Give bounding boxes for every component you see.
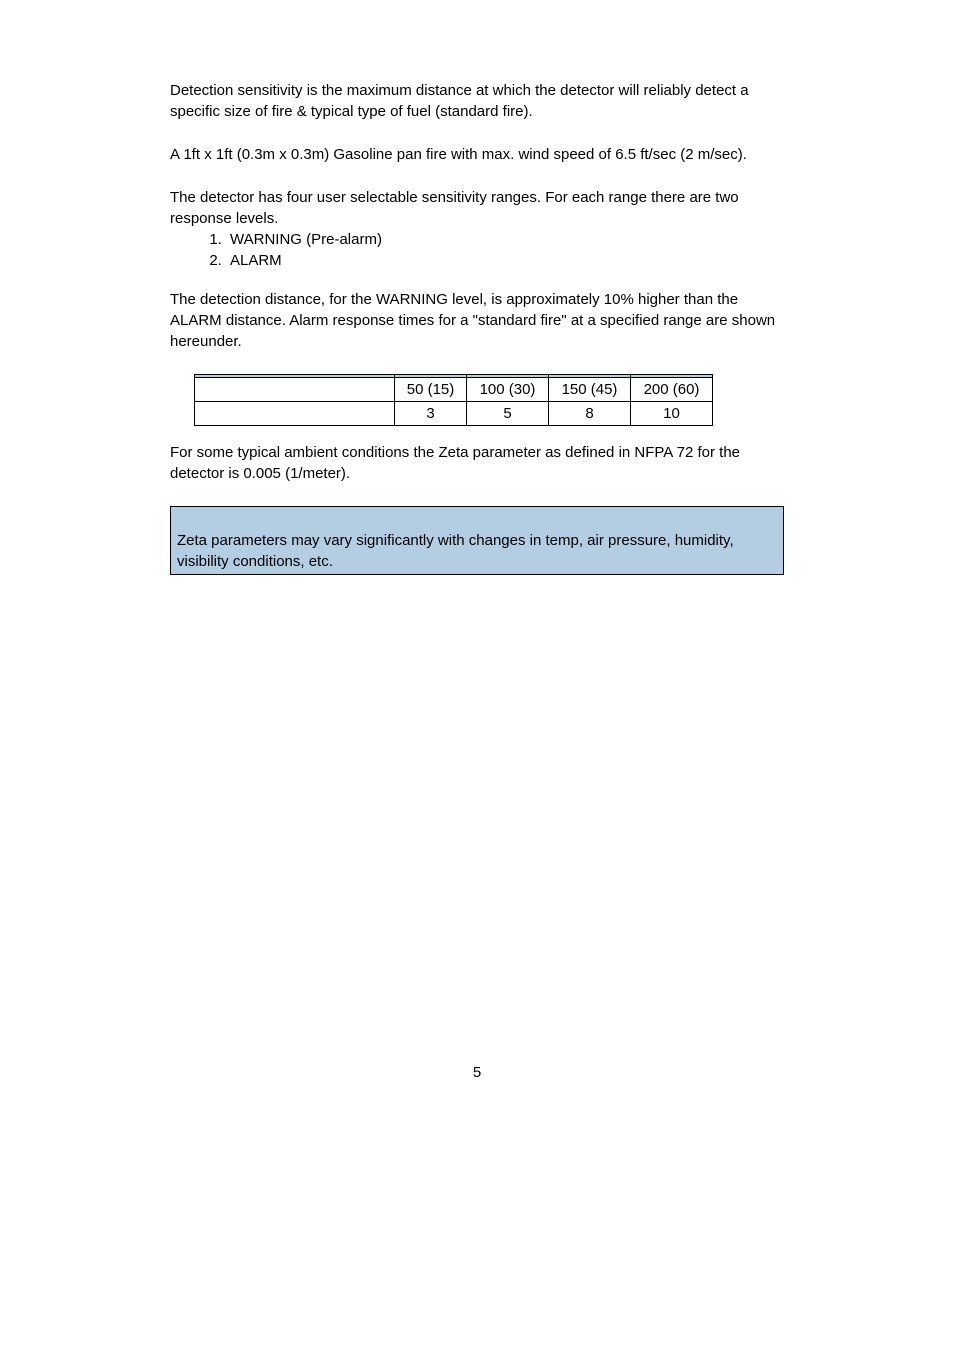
text: The detector has four user selectable se… [170,187,784,229]
row1-c3: 150 (45) [549,378,631,402]
row2-c1: 3 [395,402,467,426]
note-text: Zeta parameters may vary significantly w… [177,530,777,572]
paragraph-zeta: For some typical ambient conditions the … [170,442,784,484]
row1-c4: 200 (60) [631,378,713,402]
sensitivity-table: 50 (15) 100 (30) 150 (45) 200 (60) 3 5 8… [194,374,713,426]
text: A 1ft x 1ft (0.3m x 0.3m) Gasoline pan f… [170,144,784,165]
text: Detection sensitivity is the maximum dis… [170,80,784,122]
text: For some typical ambient conditions the … [170,442,784,484]
text: The detection distance, for the WARNING … [170,289,784,352]
paragraph-sensitivity-def: Detection sensitivity is the maximum dis… [170,80,784,122]
paragraph-ranges-intro: The detector has four user selectable se… [170,187,784,229]
paragraph-standard-fire: A 1ft x 1ft (0.3m x 0.3m) Gasoline pan f… [170,144,784,165]
list-item-warning: WARNING (Pre-alarm) [226,229,784,250]
row2-c4: 10 [631,402,713,426]
page: Detection sensitivity is the maximum dis… [80,0,874,1123]
paragraph-detection-distance: The detection distance, for the WARNING … [170,289,784,352]
row2-c2: 5 [467,402,549,426]
row1-label [195,378,395,402]
row1-c2: 100 (30) [467,378,549,402]
note-box: Zeta parameters may vary significantly w… [170,506,784,575]
note-blank [177,509,777,530]
table-row: 50 (15) 100 (30) 150 (45) 200 (60) [195,378,713,402]
response-levels-list: WARNING (Pre-alarm) ALARM [170,229,784,271]
row2-label [195,402,395,426]
page-number: 5 [80,1062,874,1083]
list-item-alarm: ALARM [226,250,784,271]
table-row: 3 5 8 10 [195,402,713,426]
row1-c1: 50 (15) [395,378,467,402]
row2-c3: 8 [549,402,631,426]
